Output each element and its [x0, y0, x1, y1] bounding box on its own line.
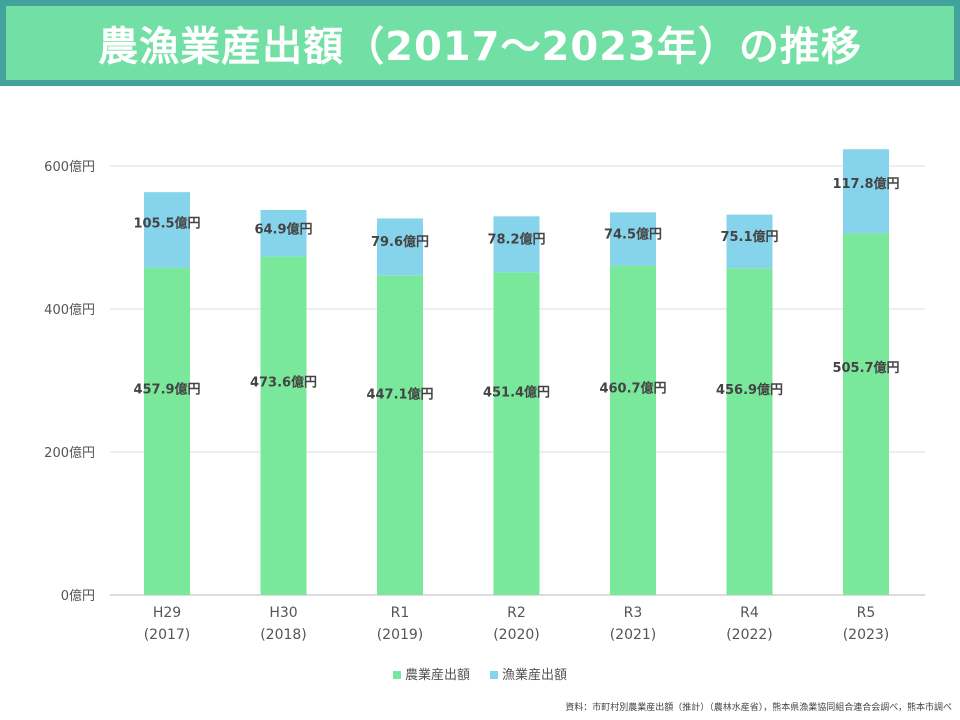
legend: 農業産出額 漁業産出額 [0, 664, 960, 683]
bar-fishery [377, 218, 423, 276]
bar-fishery [144, 192, 190, 268]
bar-agriculture [843, 233, 889, 595]
x-tick-label: (2020) [493, 627, 540, 643]
data-label: 78.2億円 [487, 232, 545, 248]
title-banner: 農漁業産出額（2017〜2023年）の推移 [0, 0, 960, 86]
bar-agriculture [377, 275, 423, 595]
x-tick-label: (2019) [377, 627, 424, 643]
data-label: 456.9億円 [716, 382, 783, 398]
title-banner-inner: 農漁業産出額（2017〜2023年）の推移 [6, 6, 954, 80]
y-tick-label: 0億円 [61, 588, 95, 604]
bar-agriculture [610, 265, 656, 595]
x-tick-label: (2017) [144, 627, 191, 643]
x-tick-label: R3 [624, 605, 643, 621]
bar-fishery [260, 209, 307, 257]
legend-swatch-agriculture [392, 671, 401, 679]
data-label: 105.5億円 [133, 215, 200, 231]
data-label: 460.7億円 [599, 380, 666, 396]
data-label: 75.1億円 [720, 229, 778, 245]
y-tick-label: 200億円 [44, 445, 95, 461]
data-label: 74.5億円 [604, 227, 662, 243]
data-label: 79.6億円 [371, 234, 429, 250]
bar-fishery [726, 214, 773, 269]
x-tick-label: H29 [153, 605, 181, 621]
data-label: 451.4億円 [483, 385, 550, 401]
chart-title: 農漁業産出額（2017〜2023年）の推移 [98, 24, 862, 70]
bar-agriculture [726, 268, 773, 595]
x-tick-label: (2023) [843, 627, 890, 643]
data-label: 447.1億円 [366, 387, 433, 403]
legend-label-fishery: 漁業産出額 [502, 668, 568, 683]
bar-agriculture [493, 272, 540, 595]
x-tick-label: R1 [391, 605, 410, 621]
bar-fishery [843, 149, 889, 234]
data-label: 473.6億円 [250, 375, 317, 391]
legend-swatch-fishery [490, 671, 498, 679]
y-tick-label: 600億円 [44, 159, 95, 175]
bar-agriculture [260, 256, 307, 595]
source-note: 資料：市町村別農業産出額（推計）（農林水産省），熊本県漁業協同組合連合会調べ，熊… [565, 703, 952, 713]
data-label: 64.9億円 [254, 222, 312, 238]
bar-agriculture [144, 267, 190, 595]
legend-item-fishery: 漁業産出額 [490, 664, 567, 683]
x-tick-label: (2022) [726, 627, 773, 643]
x-tick-label: (2021) [610, 627, 657, 643]
data-label: 505.7億円 [832, 360, 899, 376]
x-tick-label: R4 [740, 605, 759, 621]
bar-fishery [610, 212, 656, 266]
x-tick-label: H30 [269, 605, 297, 621]
y-tick-label: 400億円 [44, 302, 95, 318]
legend-item-agriculture: 農業産出額 [392, 664, 470, 683]
legend-label-agriculture: 農業産出額 [404, 668, 470, 683]
x-tick-label: R2 [507, 605, 526, 621]
x-tick-label: R5 [857, 605, 876, 621]
data-label: 117.8億円 [832, 176, 899, 192]
bar-fishery [493, 216, 540, 273]
x-tick-label: (2018) [260, 627, 307, 643]
data-label: 457.9億円 [133, 382, 200, 398]
